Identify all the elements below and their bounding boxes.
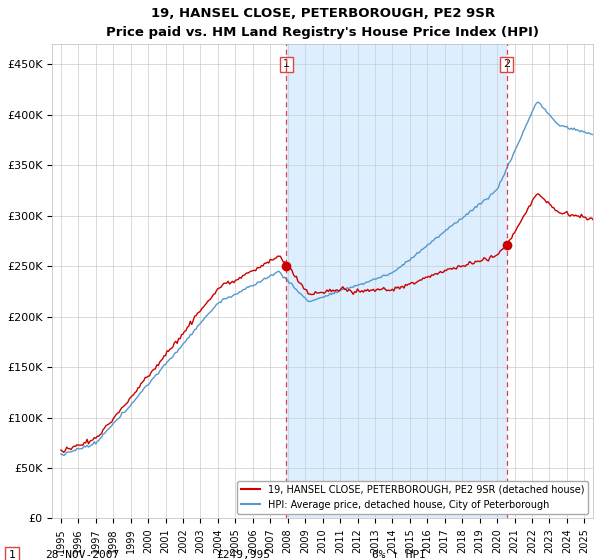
- Text: £249,995: £249,995: [216, 550, 270, 560]
- Text: 1: 1: [8, 550, 16, 560]
- Text: 28-NOV-2007: 28-NOV-2007: [45, 550, 119, 560]
- Title: 19, HANSEL CLOSE, PETERBOROUGH, PE2 9SR
Price paid vs. HM Land Registry's House : 19, HANSEL CLOSE, PETERBOROUGH, PE2 9SR …: [106, 7, 539, 39]
- Legend: 19, HANSEL CLOSE, PETERBOROUGH, PE2 9SR (detached house), HPI: Average price, de: 19, HANSEL CLOSE, PETERBOROUGH, PE2 9SR …: [236, 481, 588, 514]
- Text: 1: 1: [283, 59, 290, 69]
- Text: 2: 2: [503, 59, 510, 69]
- Text: 6% ↑ HPI: 6% ↑ HPI: [372, 550, 426, 560]
- Bar: [286, 44, 506, 519]
